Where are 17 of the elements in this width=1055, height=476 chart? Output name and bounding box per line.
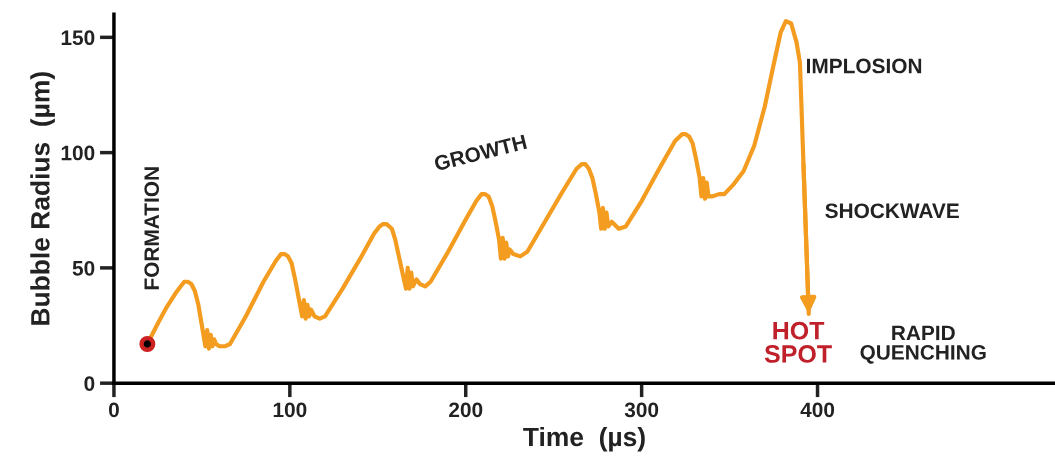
y-tick-label: 150 [61, 30, 95, 46]
y-axis-title: Bubble Radius (µm) [30, 72, 55, 325]
annotation: FORMATION [144, 167, 160, 290]
annotation: IMPLOSION [807, 58, 922, 74]
x-tick-label: 400 [800, 402, 835, 418]
annotation: SHOCKWAVE [825, 203, 959, 219]
x-tick-label: 200 [449, 402, 483, 418]
annotation: HOT SPOT [764, 321, 832, 363]
x-tick-label: 300 [624, 402, 659, 418]
x-tick-label: 100 [273, 402, 307, 418]
y-tick-label: 0 [84, 376, 95, 391]
annotation: RAPID QUENCHING [860, 325, 986, 364]
y-tick-label: 50 [72, 260, 95, 276]
annotation: GROWTH [433, 134, 527, 172]
x-axis-title: Time (µs) [523, 426, 645, 452]
y-tick-label: 100 [61, 145, 95, 161]
x-tick-label: 0 [108, 402, 119, 418]
